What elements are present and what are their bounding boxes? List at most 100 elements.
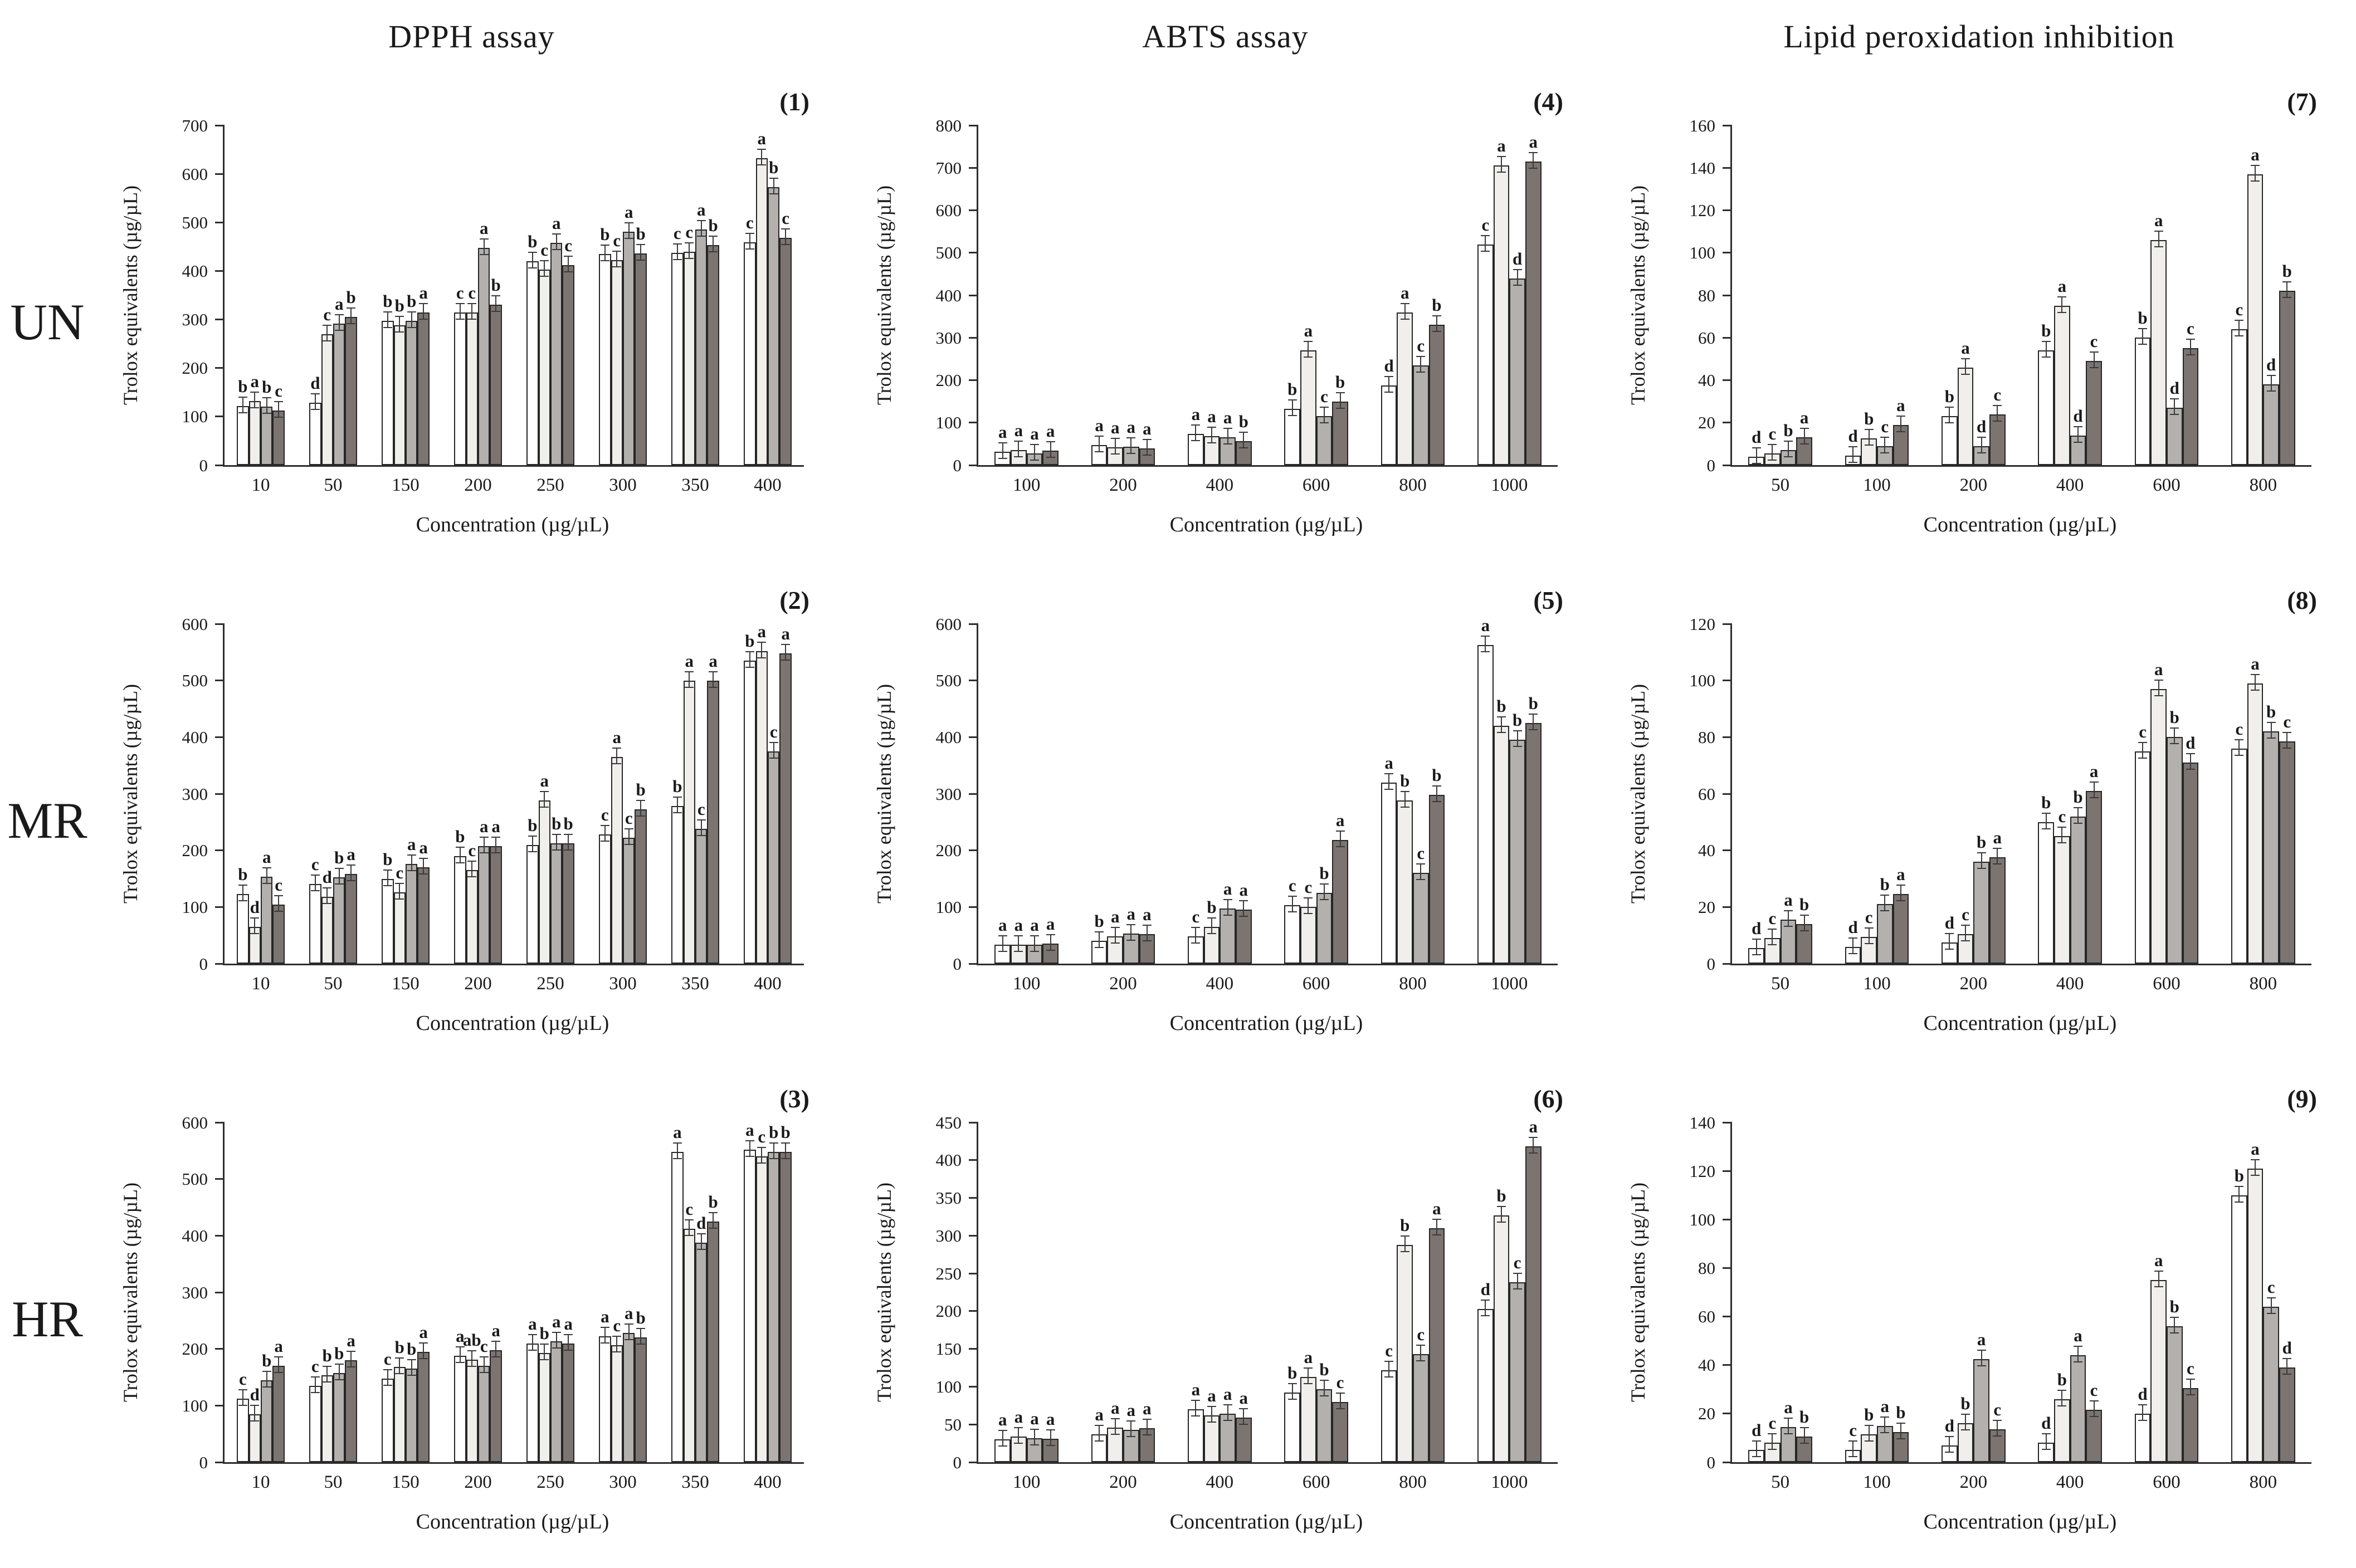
x-tick-label: 1000 [1491, 475, 1528, 495]
bar-dark-gray [2279, 1367, 2295, 1462]
bar-gray [2167, 737, 2183, 964]
significance-letter: b [2169, 707, 2179, 727]
error-bar [347, 864, 356, 882]
bar-white [671, 1151, 684, 1462]
error-bar [600, 825, 609, 842]
y-tick-label: 120 [1689, 614, 1716, 634]
significance-letter: c [1417, 335, 1425, 355]
error-bar [479, 836, 489, 853]
significance-letter: a [709, 651, 718, 671]
error-bar [1416, 1345, 1426, 1362]
error-bar [2138, 1404, 2148, 1421]
error-bar [1142, 925, 1152, 942]
y-tick-label: 0 [1706, 455, 1716, 475]
error-bar [624, 828, 633, 846]
error-bar [1110, 437, 1120, 455]
error-bar [1110, 927, 1120, 944]
error-bar [1529, 713, 1538, 730]
error-bar [1030, 1428, 1039, 1445]
y-axis-title: Trolox equivalents (µg/µL) [873, 1182, 895, 1403]
error-bar [1783, 1417, 1793, 1434]
error-bar [383, 869, 392, 886]
significance-letter: b [262, 377, 272, 397]
error-bar [479, 1356, 489, 1374]
significance-letter: c [613, 1315, 621, 1335]
bar-white [526, 844, 539, 964]
corner-spacer [0, 0, 95, 72]
error-bar [323, 324, 332, 341]
significance-letter: b [1319, 1359, 1329, 1379]
bar-gray [2263, 1307, 2279, 1462]
error-bar [419, 858, 428, 875]
error-bar [1880, 1416, 1890, 1433]
significance-letter: c [1304, 877, 1313, 897]
y-tick-mark [215, 221, 225, 223]
y-tick-label: 140 [1689, 158, 1716, 178]
error-bar [540, 1343, 549, 1360]
error-bar [274, 1356, 284, 1374]
y-tick-label: 60 [1698, 1307, 1715, 1327]
bar-white [671, 806, 684, 964]
significance-letter: a [1497, 136, 1506, 156]
significance-letter: a [1784, 890, 1793, 910]
significance-letter: a [1304, 1347, 1313, 1367]
x-tick-label: 600 [2153, 475, 2181, 495]
bar-gray [1220, 908, 1236, 964]
y-tick-mark [1723, 124, 1732, 126]
bar-gray [1973, 862, 1989, 964]
significance-letter: b [1783, 421, 1793, 441]
significance-letter: b [528, 815, 538, 835]
error-bar [672, 797, 682, 814]
error-bar [419, 1342, 428, 1359]
significance-letter: a [1481, 615, 1490, 635]
error-bar [672, 243, 682, 261]
significance-letter: a [781, 623, 790, 643]
error-bar [1481, 635, 1490, 652]
significance-letter: b [1528, 693, 1538, 713]
error-bar [2154, 679, 2163, 696]
significance-letter: c [1481, 214, 1490, 235]
significance-letter: d [1752, 427, 1762, 447]
y-tick-mark [215, 1404, 225, 1406]
bar-white [309, 403, 321, 465]
error-bar [238, 396, 247, 413]
chart-panel-6: (6) Trolox equivalents (µg/µL) 0 50 100 150 20… [848, 1069, 1602, 1568]
bar-dark-gray [1989, 857, 2006, 964]
bar-white [599, 253, 611, 465]
y-tick-label: 100 [935, 897, 962, 917]
error-bar [1384, 1360, 1394, 1378]
bar-light-gray [1493, 1215, 1510, 1462]
x-tick-label: 600 [2153, 1472, 2181, 1492]
significance-letter: b [745, 631, 755, 651]
significance-letter: b [528, 232, 538, 251]
error-bar [1416, 355, 1426, 373]
significance-letter: b [1335, 372, 1345, 392]
significance-letter: d [2282, 1338, 2292, 1358]
y-tick-label: 100 [1689, 1209, 1716, 1229]
error-bar [467, 303, 477, 320]
significance-letter: a [745, 1120, 754, 1140]
error-bar [1191, 927, 1201, 944]
y-tick-label: 400 [935, 727, 962, 747]
error-bar [1207, 917, 1217, 934]
y-tick-mark [969, 167, 978, 169]
error-bar [1223, 1404, 1232, 1422]
significance-letter: a [2251, 144, 2260, 164]
y-tick-label: 600 [935, 201, 962, 220]
error-bar [2170, 398, 2179, 416]
error-bar [1287, 399, 1297, 416]
bar-gray [1973, 1359, 1989, 1462]
error-bar [624, 222, 633, 239]
bar-dark-gray [345, 874, 357, 964]
error-bar [636, 800, 646, 817]
error-bar [2266, 1297, 2276, 1315]
y-tick-label: 20 [1698, 897, 1715, 917]
error-bar [491, 1340, 501, 1357]
y-tick-mark [969, 680, 978, 682]
y-tick-mark [215, 270, 225, 272]
y-tick-mark [215, 793, 225, 795]
error-bar [323, 1366, 332, 1383]
significance-letter: a [528, 1313, 537, 1333]
significance-letter: a [1529, 131, 1538, 152]
error-bar [455, 302, 465, 320]
